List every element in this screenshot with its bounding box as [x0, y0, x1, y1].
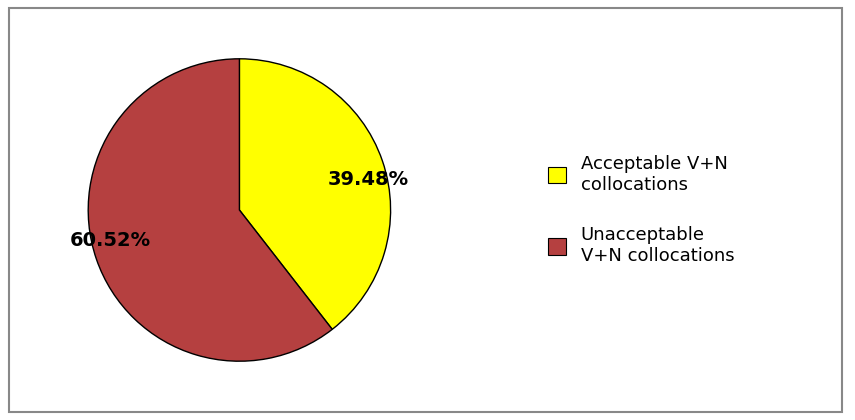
- Legend: Acceptable V+N
collocations, Unacceptable
V+N collocations: Acceptable V+N collocations, Unacceptabl…: [540, 146, 743, 274]
- Wedge shape: [239, 59, 391, 329]
- Text: 39.48%: 39.48%: [328, 170, 410, 189]
- Wedge shape: [88, 59, 333, 361]
- Text: 60.52%: 60.52%: [69, 231, 150, 250]
